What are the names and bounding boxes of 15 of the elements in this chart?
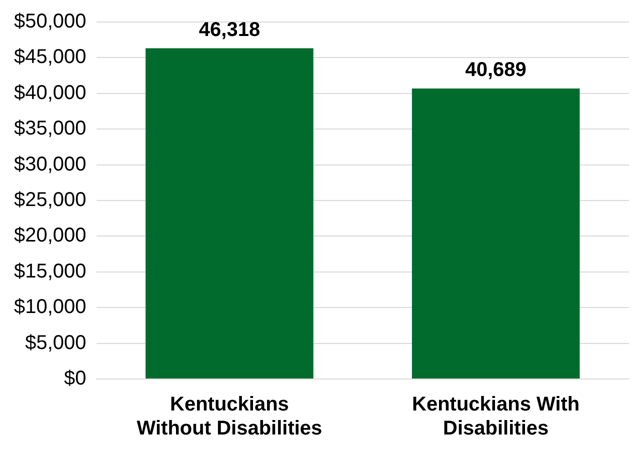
y-tick-label: $10,000 bbox=[14, 296, 86, 318]
y-tick-label: $45,000 bbox=[14, 46, 86, 68]
y-tick-label: $25,000 bbox=[14, 189, 86, 212]
y-tick-label: $5,000 bbox=[25, 332, 86, 354]
y-tick-label: $30,000 bbox=[14, 153, 86, 176]
y-tick-label: $50,000 bbox=[14, 10, 86, 33]
x-tick-label: Kentuckians Without Disabilities bbox=[136, 394, 322, 440]
y-tick-label: $35,000 bbox=[14, 118, 86, 140]
y-tick-label: $20,000 bbox=[14, 224, 86, 247]
data-label: 40,689 bbox=[465, 58, 526, 81]
y-tick-label: $40,000 bbox=[14, 82, 86, 104]
y-tick-label: $0 bbox=[64, 368, 86, 390]
y-tick-label: $15,000 bbox=[14, 260, 86, 282]
data-label: 46,318 bbox=[198, 18, 260, 41]
x-tick-label: Kentuckians With Disabilities bbox=[412, 394, 580, 440]
